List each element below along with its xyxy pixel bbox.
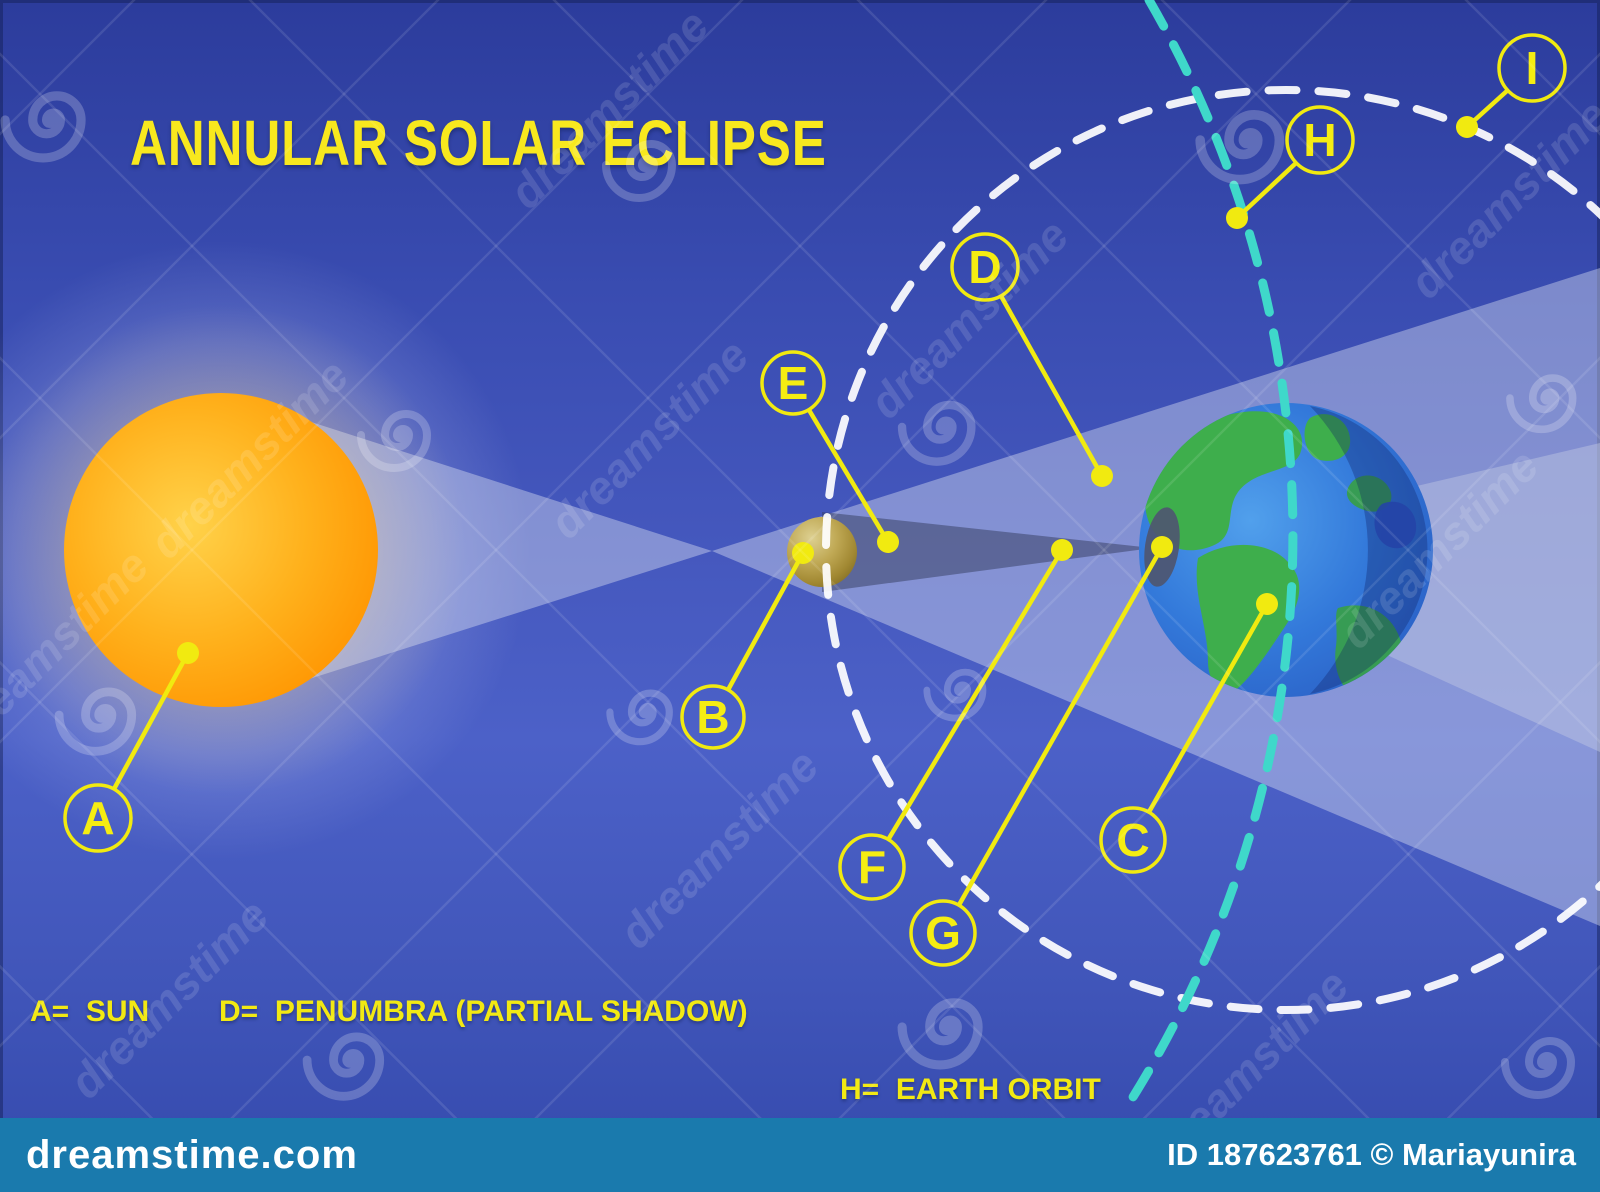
pointer-dot-umbra [877,531,899,553]
pointer-line-penumbra [999,294,1104,478]
image-credit: ID 187623761 © Mariayunira [1167,1137,1576,1172]
pointer-line-annular-eclipse [957,545,1164,907]
earth-continent-north [1145,411,1303,551]
marker-circle-i [1497,33,1567,103]
legend-item-sun: A= SUN [30,995,150,1028]
legend-right-column: H= EARTH ORBIT I= MOON ORBIT [840,990,1101,1192]
marker-letter-h: H [1303,114,1336,166]
marker-circle-c [1099,806,1167,874]
sun [64,393,378,707]
marker-letters: A B C D E F G H I [81,42,1538,959]
dreamstime-logo: dreamstime.com [26,1132,358,1177]
page-title: ANNULAR SOLAR ECLIPSE [130,107,827,179]
eclipse-diagram: A B C D E F G H I [0,0,1600,1110]
pointer-dot-earth-orbit [1226,207,1248,229]
legend-item-penumbra: D= PENUMBRA (PARTIAL SHADOW) [219,995,748,1028]
pointer-line-moon [726,551,805,692]
marker-circle-b [680,684,746,750]
earth-continent-greenland [1304,414,1351,461]
earth-continent-south-america [1196,544,1300,692]
marker-letter-a: A [81,792,114,844]
marker-circles [63,33,1567,967]
earth-continent-east-navy [1374,501,1417,549]
earth-night-crescent [1310,406,1428,694]
pointer-dots [177,116,1478,664]
pointer-line-earth-orbit [1235,161,1298,220]
marker-letter-c: C [1116,814,1149,866]
pointer-line-sun [112,651,190,791]
moon-orbit-dashed-circle [822,86,1600,1014]
pointer-dot-moon-orbit [1456,116,1478,138]
marker-circle-g [909,899,977,967]
pointer-dot-earth [1256,593,1278,615]
marker-circle-a [63,783,133,853]
marker-letter-f: F [858,841,886,893]
legend-item-earth-orbit: H= EARTH ORBIT [840,1073,1101,1106]
umbra-cone [822,512,1152,592]
footer-bar: dreamstime.com ID 187623761 © Mariayunir… [0,1118,1600,1192]
pointer-dot-sun [177,642,199,664]
marker-letter-i: I [1526,42,1539,94]
pointer-dot-moon [792,542,814,564]
pointer-line-earth [1147,602,1269,814]
pointer-dot-penumbra [1091,465,1113,487]
moon [787,517,857,587]
pointer-dot-annular-eclipse [1151,536,1173,558]
marker-letter-d: D [968,241,1001,293]
marker-circle-f [838,833,906,901]
marker-circle-h [1285,105,1355,175]
marker-circle-e [760,350,826,416]
earth-continent-east-green [1346,475,1392,512]
marker-letter-e: E [778,357,809,409]
marker-circle-d [950,232,1020,302]
marker-letter-b: B [696,691,729,743]
pointer-dot-antumbra [1051,539,1073,561]
marker-letter-g: G [925,907,961,959]
pointer-line-umbra [807,408,890,544]
